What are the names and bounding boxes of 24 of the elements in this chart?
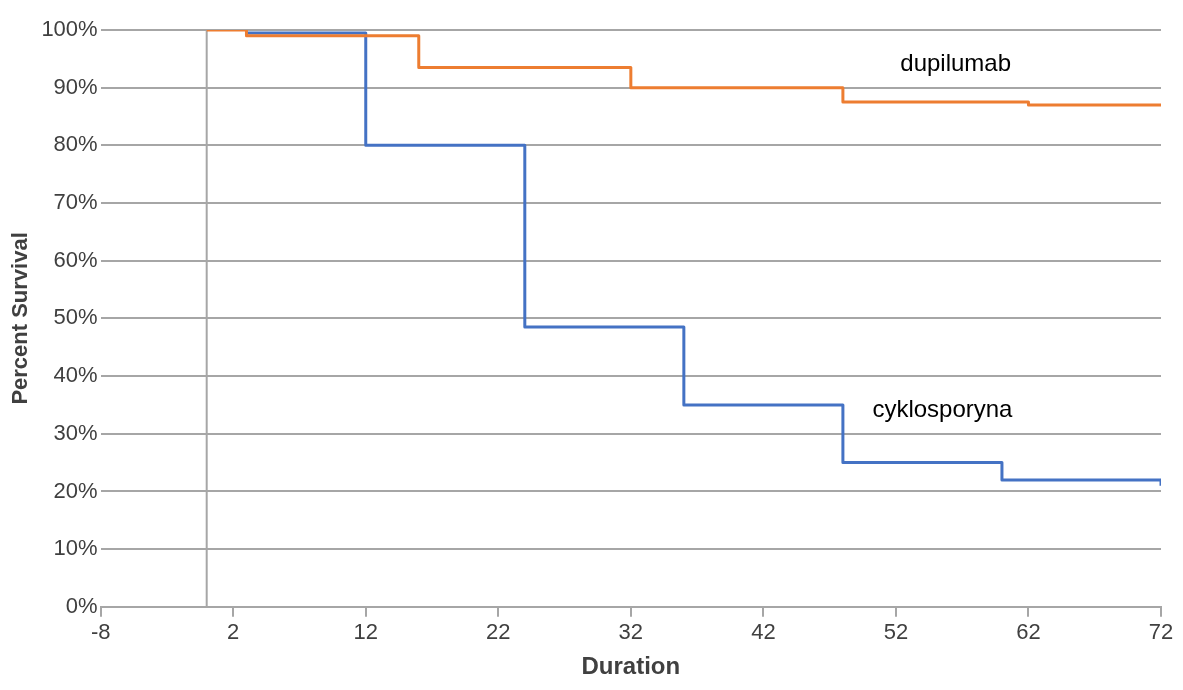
y-tick-label: 40% — [53, 362, 98, 388]
y-tick-label: 60% — [53, 246, 98, 272]
x-tick-label: 22 — [486, 619, 511, 645]
series-label: cyklosporyna — [872, 395, 1014, 423]
x-tick-label: 42 — [751, 619, 776, 645]
y-tick-label: 10% — [53, 535, 98, 561]
x-tick-label: 72 — [1148, 619, 1174, 645]
x-tick-label: 2 — [227, 619, 240, 645]
x-tick-label: -8 — [90, 619, 111, 645]
y-tick-label: 0% — [65, 592, 98, 618]
y-tick-label: 100% — [41, 16, 98, 42]
y-tick-label: 80% — [53, 131, 98, 157]
x-tick-label: 52 — [883, 619, 909, 645]
y-tick-label: 20% — [53, 477, 98, 503]
y-axis-title: Percent Survival — [7, 232, 33, 405]
x-tick-label: 32 — [618, 619, 644, 645]
y-tick-label: 30% — [53, 419, 98, 445]
y-tick-label: 70% — [53, 189, 98, 215]
y-tick-label: 90% — [53, 73, 98, 99]
x-tick-label: 12 — [353, 619, 378, 645]
series-label: dupilumab — [900, 48, 1012, 76]
x-axis-title: Duration — [581, 652, 681, 680]
x-tick-label: 62 — [1016, 619, 1041, 645]
y-tick-label: 50% — [53, 304, 98, 330]
